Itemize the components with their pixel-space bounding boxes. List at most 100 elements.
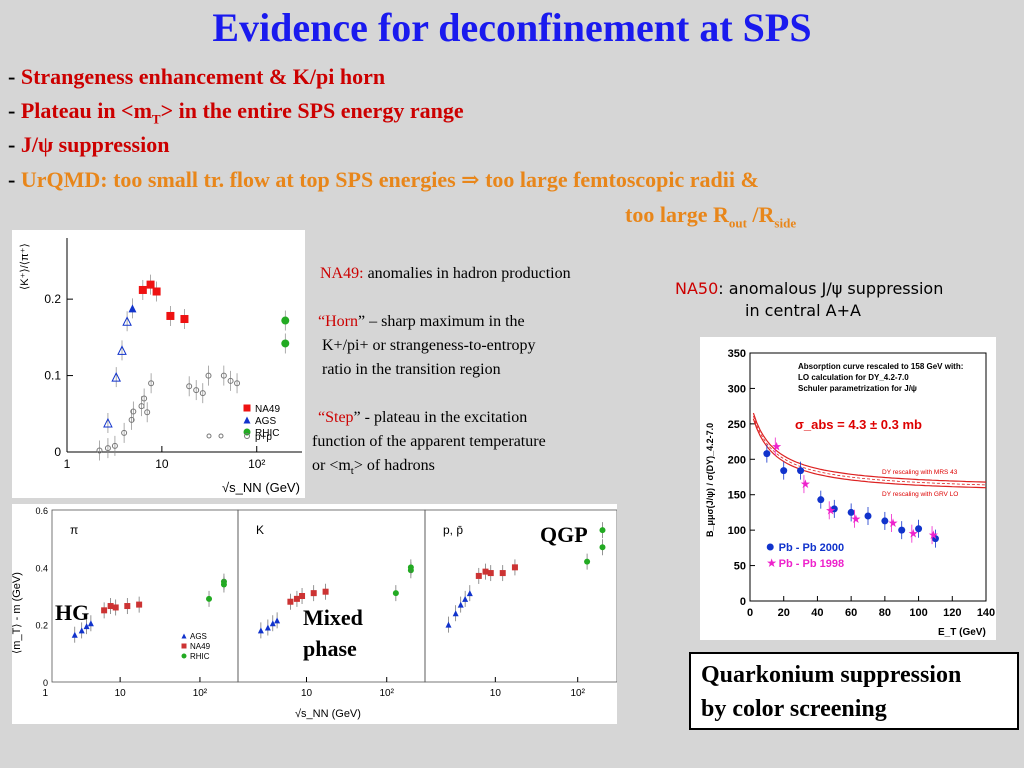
- panels: π 10 10² K 10 10² p, p̄ 10 10² 0 0.2 0.4 0.6 1: [35, 506, 617, 699]
- data-point: [817, 496, 825, 504]
- horn-text: ” – sharp maximum in the: [357, 313, 525, 330]
- data-point: [511, 564, 518, 571]
- x-axis-label: √s_NN (GeV): [295, 708, 361, 720]
- data-point: [293, 595, 300, 602]
- subscript: T: [151, 111, 161, 127]
- data-point: [475, 572, 482, 579]
- data-point: [111, 371, 121, 382]
- data-point: [881, 517, 889, 525]
- y-tick-label: 50: [734, 561, 746, 573]
- x-axis-label: E_T (GeV): [938, 627, 986, 638]
- absorption-curve-upper: [752, 412, 987, 483]
- sigma-abs-label: σ_abs = 4.3 ± 0.3 mb: [795, 417, 922, 432]
- data-point: [234, 380, 241, 387]
- data-point: [186, 383, 193, 390]
- data-point: [864, 512, 872, 520]
- y-tick-label: 0.2: [35, 621, 48, 631]
- data-point: [121, 429, 128, 436]
- data-point: [107, 603, 114, 610]
- y-axis-label: ⟨m_T⟩ - m (GeV): [12, 572, 23, 654]
- data-point: [462, 595, 469, 602]
- data-point: [287, 598, 294, 605]
- bullet-text: J/ψ suppression: [20, 132, 170, 157]
- y-tick-label: 150: [728, 490, 746, 502]
- step-line-3: or <mt> of hadrons: [312, 454, 571, 483]
- subscript: out: [728, 215, 747, 231]
- y-ticks: 0 0.1 0.2: [44, 292, 73, 459]
- data-point: ★: [800, 477, 811, 491]
- bullet-urqmd: - UrQMD: too small tr. flow at top SPS e…: [8, 167, 759, 193]
- data-point: [180, 315, 189, 324]
- x-axis-label: √s_NN (GeV): [222, 480, 300, 495]
- data-point: [78, 627, 85, 634]
- data-point: [124, 603, 131, 610]
- y-tick-label: 0: [54, 445, 61, 459]
- data-point: [898, 526, 906, 534]
- na49-heading: NA49: anomalies in hadron production: [312, 262, 571, 286]
- data-point: [243, 404, 251, 412]
- y-tick-label: 200: [728, 454, 746, 466]
- data-point: [847, 508, 855, 516]
- data-point: [144, 409, 151, 416]
- data-point: [104, 445, 111, 452]
- data-point: [146, 280, 155, 289]
- data-point: [193, 387, 200, 394]
- y-tick-label: 300: [728, 383, 746, 395]
- bullet-dash: -: [8, 167, 21, 192]
- y-axis-label: B_μμσ(J/ψ) / σ(DY)_4.2-7.0: [705, 423, 715, 537]
- data-point: [220, 581, 227, 588]
- jpsi-suppression-chart: 0 50 100 150 200 250 300 350 0 20 40 60 80 100 120 140…: [700, 337, 996, 640]
- annotation: Schuler parametrization for J/ψ: [798, 384, 917, 393]
- y-tick-label: 350: [728, 348, 746, 360]
- panel-label: p, p̄: [443, 523, 463, 537]
- data-point: [599, 527, 606, 534]
- data-point: [482, 568, 489, 575]
- bullet-urqmd-continued: too large Rout /Rside: [625, 202, 796, 231]
- x-tick-label: 10²: [193, 688, 208, 699]
- na50-heading-text: : anomalous J/ψ suppression: [718, 279, 944, 298]
- quarkonium-line-2: by color screening: [701, 696, 887, 722]
- data-point: [830, 505, 838, 513]
- data-point: ★: [825, 503, 836, 517]
- bullet-text: /R: [746, 202, 775, 227]
- data-point: [584, 558, 591, 565]
- data-point: [269, 620, 276, 627]
- data-point: [181, 653, 187, 659]
- data-point: [141, 395, 148, 402]
- x-ticks: 1 10 10²: [64, 446, 265, 471]
- step-text: > of hadrons: [353, 457, 435, 474]
- quarkonium-box: Quarkonium suppression by color screenin…: [689, 652, 1019, 730]
- plot-frame: [749, 352, 987, 602]
- na49-text-block: NA49: anomalies in hadron production “Ho…: [312, 262, 571, 483]
- data-point: [206, 433, 212, 439]
- data-points: [96, 274, 290, 461]
- x-tick-label: 80: [879, 607, 891, 619]
- legend-label: AGS: [255, 416, 276, 427]
- data-point: [797, 467, 805, 475]
- data-points: [71, 522, 606, 643]
- data-point: ★: [851, 512, 862, 526]
- subscript: t: [350, 465, 354, 478]
- data-point: [257, 627, 264, 634]
- na49-heading-text: anomalies in hadron production: [363, 265, 571, 282]
- y-tick-label: 0.2: [44, 292, 61, 306]
- legend-label: RHIC: [190, 652, 210, 661]
- x-tick-label: 10²: [570, 688, 585, 699]
- bullet-plateau: - Plateau in <mT> in the entire SPS ener…: [8, 98, 464, 127]
- data-point: [136, 601, 143, 608]
- data-point: [138, 285, 147, 294]
- data-point: [112, 604, 119, 611]
- na50-label: NA50: [675, 279, 719, 298]
- data-point: [274, 617, 281, 624]
- y-tick-label: 250: [728, 419, 746, 431]
- data-point: [111, 442, 118, 449]
- mixed-phase-label: Mixed phase: [303, 602, 363, 664]
- data-point: [206, 595, 213, 602]
- data-point: [915, 525, 923, 533]
- step-label: “Step: [318, 409, 354, 426]
- x-ticks: 0 20 40 60 80 100 120 140: [747, 596, 995, 619]
- data-point: [71, 631, 78, 638]
- quarkonium-line-1: Quarkonium suppression: [701, 662, 962, 688]
